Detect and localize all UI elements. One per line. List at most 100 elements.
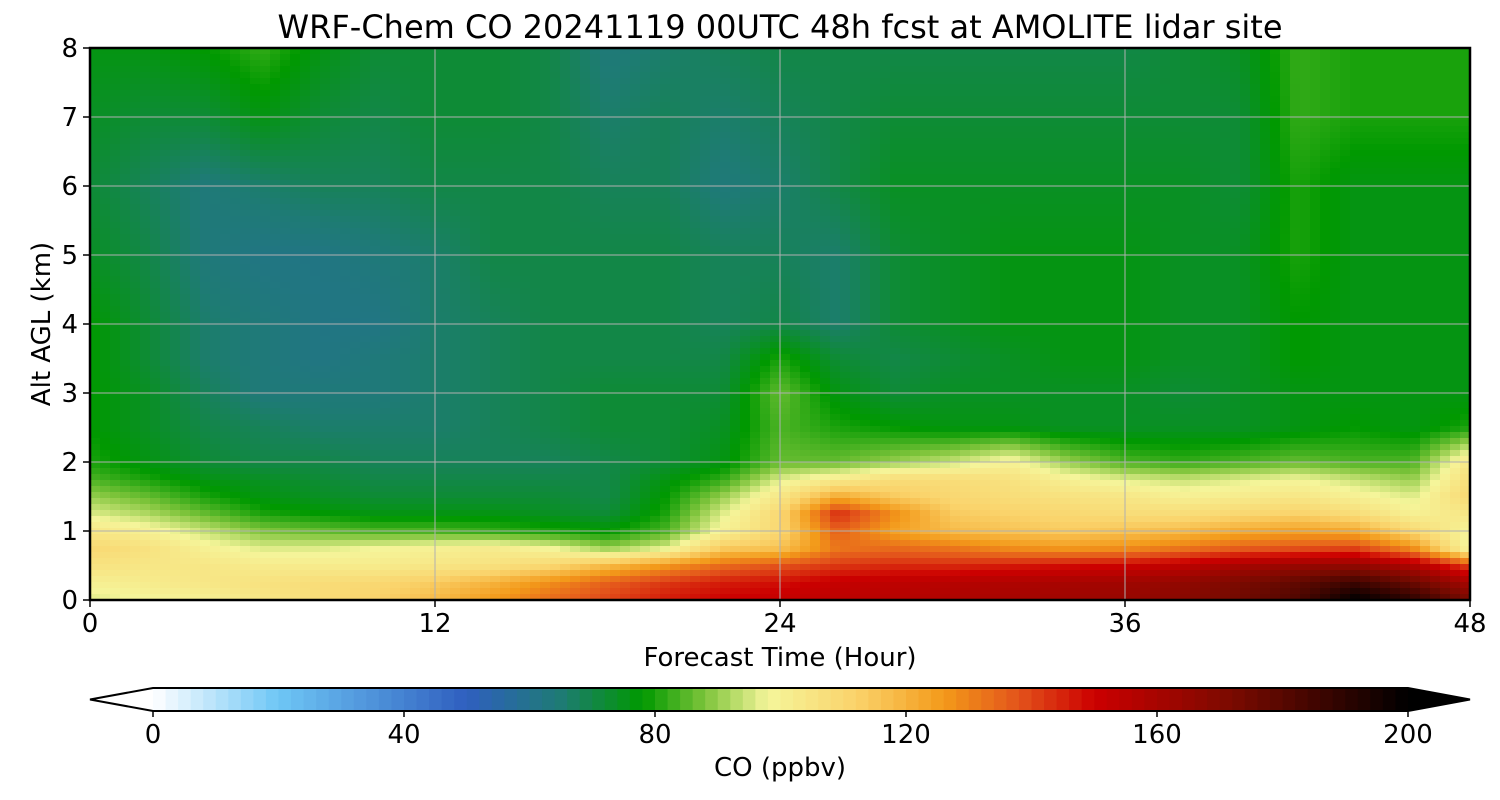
heatmap-cell	[620, 132, 631, 139]
heatmap-cell	[770, 150, 781, 157]
heatmap-cell	[1210, 48, 1221, 55]
heatmap-cell	[940, 240, 951, 247]
heatmap-cell	[1360, 234, 1371, 241]
heatmap-cell	[540, 240, 551, 247]
heatmap-cell	[1180, 210, 1191, 217]
heatmap-cell	[290, 156, 301, 163]
heatmap-cell	[560, 216, 571, 223]
heatmap-cell	[1220, 156, 1231, 163]
heatmap-cell	[1110, 246, 1121, 253]
heatmap-cell	[1310, 162, 1321, 169]
heatmap-cell	[1110, 72, 1121, 79]
heatmap-cell	[490, 78, 501, 85]
heatmap-cell	[440, 210, 451, 217]
heatmap-cell	[500, 258, 511, 265]
heatmap-cell	[230, 180, 241, 187]
heatmap-cell	[500, 204, 511, 211]
heatmap-cell	[1090, 228, 1101, 235]
heatmap-cell	[120, 168, 131, 175]
heatmap-cell	[130, 132, 141, 139]
heatmap-cell	[740, 108, 751, 115]
heatmap-cell	[1450, 258, 1461, 265]
heatmap-cell	[1260, 156, 1271, 163]
heatmap-cell	[970, 84, 981, 91]
heatmap-cell	[990, 108, 1001, 115]
heatmap-cell	[1200, 54, 1211, 61]
heatmap-cell	[580, 96, 591, 103]
heatmap-cell	[220, 144, 231, 151]
heatmap-cell	[160, 60, 171, 67]
heatmap-cell	[500, 198, 511, 205]
heatmap-cell	[690, 204, 701, 211]
heatmap-cell	[530, 210, 541, 217]
heatmap-cell	[1300, 90, 1311, 97]
heatmap-cell	[220, 126, 231, 133]
heatmap-cell	[1170, 78, 1181, 85]
heatmap-cell	[1060, 96, 1071, 103]
heatmap-cell	[920, 54, 931, 61]
heatmap-cell	[1440, 60, 1451, 67]
heatmap-cell	[710, 150, 721, 157]
heatmap-cell	[660, 216, 671, 223]
heatmap-cell	[1030, 192, 1041, 199]
heatmap-cell	[1030, 168, 1041, 175]
heatmap-cell	[950, 198, 961, 205]
heatmap-cell	[1340, 246, 1351, 253]
heatmap-cell	[340, 144, 351, 151]
heatmap-cell	[460, 198, 471, 205]
heatmap-cell	[1370, 210, 1381, 217]
heatmap-cell	[240, 66, 251, 73]
heatmap-cell	[1430, 120, 1441, 127]
heatmap-cell	[840, 162, 851, 169]
heatmap-cell	[260, 186, 271, 193]
heatmap-cell	[300, 210, 311, 217]
heatmap-cell	[440, 132, 451, 139]
heatmap-cell	[970, 144, 981, 151]
heatmap-cell	[1110, 102, 1121, 109]
heatmap-cell	[1200, 210, 1211, 217]
heatmap-cell	[610, 258, 621, 265]
heatmap-cell	[1100, 60, 1111, 67]
heatmap-cell	[1330, 192, 1341, 199]
heatmap-cell	[510, 192, 521, 199]
heatmap-cell	[1090, 186, 1101, 193]
heatmap-cell	[140, 192, 151, 199]
heatmap-cell	[550, 150, 561, 157]
heatmap-cell	[190, 150, 201, 157]
heatmap-cell	[850, 240, 861, 247]
heatmap-cell	[1400, 210, 1411, 217]
heatmap-cell	[250, 210, 261, 217]
heatmap-cell	[760, 192, 771, 199]
heatmap-cell	[900, 144, 911, 151]
heatmap-cell	[290, 138, 301, 145]
heatmap-cell	[750, 90, 761, 97]
heatmap-cell	[350, 204, 361, 211]
heatmap-cell	[1260, 168, 1271, 175]
heatmap-cell	[630, 60, 641, 67]
heatmap-cell	[810, 102, 821, 109]
heatmap-cell	[300, 138, 311, 145]
heatmap-cell	[890, 60, 901, 67]
heatmap-cell	[820, 222, 831, 229]
heatmap-cell	[380, 120, 391, 127]
heatmap-cell	[870, 72, 881, 79]
heatmap-cell	[960, 102, 971, 109]
heatmap-cell	[860, 258, 871, 265]
heatmap-cell	[1310, 72, 1321, 79]
heatmap-cell	[250, 264, 261, 271]
heatmap-cell	[860, 90, 871, 97]
heatmap-cell	[1300, 210, 1311, 217]
heatmap-cell	[1170, 66, 1181, 73]
heatmap-cell	[90, 84, 101, 91]
heatmap-cell	[1390, 54, 1401, 61]
heatmap-cell	[740, 96, 751, 103]
heatmap-cell	[520, 246, 531, 253]
heatmap-cell	[1290, 186, 1301, 193]
heatmap-cell	[860, 66, 871, 73]
heatmap-cell	[330, 174, 341, 181]
heatmap-cell	[1210, 174, 1221, 181]
heatmap-cell	[540, 204, 551, 211]
heatmap-cell	[460, 66, 471, 73]
heatmap-cell	[160, 168, 171, 175]
heatmap-cell	[560, 162, 571, 169]
